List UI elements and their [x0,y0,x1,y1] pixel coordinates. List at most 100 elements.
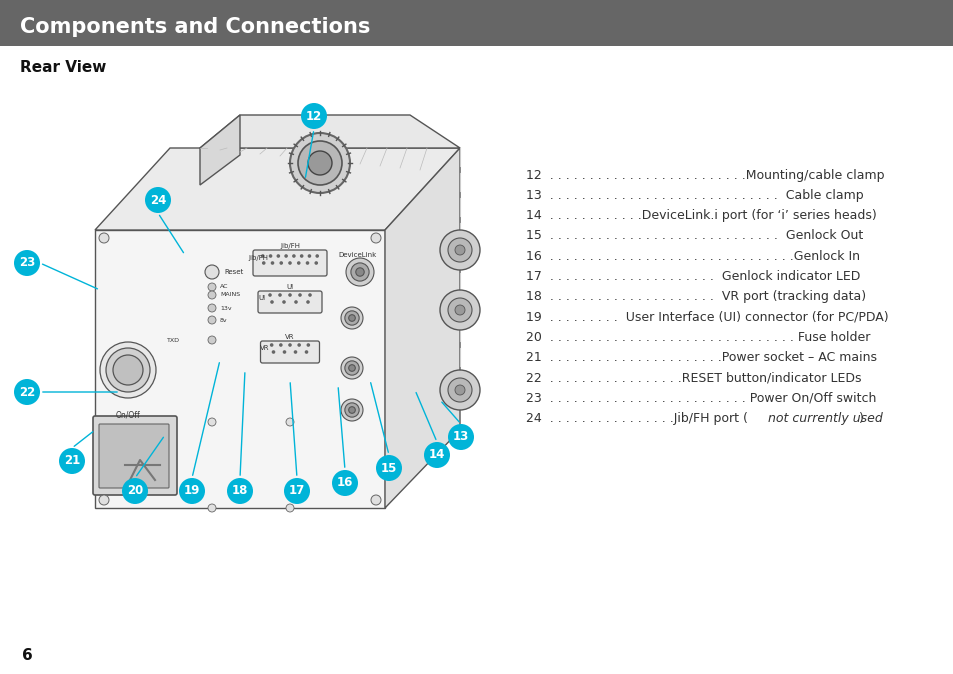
Circle shape [307,254,311,257]
Circle shape [100,342,156,398]
Circle shape [297,343,300,347]
Circle shape [208,316,215,324]
Circle shape [292,254,295,257]
Circle shape [99,495,109,505]
Circle shape [340,399,363,421]
Circle shape [439,370,479,410]
Text: 13v: 13v [220,305,232,311]
Circle shape [344,361,358,375]
Circle shape [269,254,272,257]
Circle shape [284,478,310,504]
Circle shape [99,233,109,243]
Circle shape [276,254,280,257]
Circle shape [371,495,380,505]
Circle shape [306,343,310,347]
Circle shape [439,230,479,270]
Circle shape [271,262,274,265]
Circle shape [208,504,215,512]
Circle shape [306,300,310,304]
Circle shape [346,258,374,286]
Circle shape [272,350,275,354]
Circle shape [284,254,288,257]
Text: 8v: 8v [220,317,228,322]
Circle shape [208,283,215,291]
Text: Jib/FH: Jib/FH [248,255,268,261]
Circle shape [308,151,332,175]
Text: Rear View: Rear View [20,59,107,75]
Text: DeviceLink: DeviceLink [338,252,376,258]
Circle shape [290,133,350,193]
Text: 20: 20 [127,485,143,497]
Text: 24: 24 [150,193,166,206]
Circle shape [112,355,143,385]
Circle shape [314,262,317,265]
Circle shape [227,478,253,504]
Circle shape [261,254,264,257]
Polygon shape [95,148,459,230]
Text: UI: UI [286,284,294,290]
Text: 20  . . . . . . . . . . . . . . . . . . . . . . . . . . . . . . . Fuse holder: 20 . . . . . . . . . . . . . . . . . . .… [525,331,869,344]
Text: VR: VR [285,334,294,340]
Text: 13  . . . . . . . . . . . . . . . . . . . . . . . . . . . . .  Cable clamp: 13 . . . . . . . . . . . . . . . . . . .… [525,189,862,202]
FancyBboxPatch shape [99,424,169,488]
Circle shape [145,187,171,213]
Text: 22: 22 [19,386,35,398]
Circle shape [448,238,472,262]
Circle shape [296,262,300,265]
Circle shape [308,293,312,297]
Text: 21  . . . . . . . . . . . . . . . . . . . . . .Power socket – AC mains: 21 . . . . . . . . . . . . . . . . . . .… [525,351,876,364]
Text: MAINS: MAINS [220,293,240,297]
Polygon shape [385,148,459,508]
Text: 17: 17 [289,485,305,497]
Text: Jib/FH: Jib/FH [280,243,299,249]
Circle shape [351,263,369,281]
Circle shape [270,300,274,304]
Circle shape [294,350,297,354]
Text: not currently used: not currently used [767,412,882,425]
Text: Components and Connections: Components and Connections [20,17,370,37]
Text: 23: 23 [19,257,35,270]
Circle shape [278,343,282,347]
Circle shape [375,455,401,481]
Text: 16: 16 [336,477,353,489]
Circle shape [439,290,479,330]
Circle shape [14,250,40,276]
Text: 13: 13 [453,431,469,443]
FancyBboxPatch shape [260,341,319,363]
Text: TXD: TXD [167,338,180,342]
Circle shape [455,305,464,315]
Circle shape [455,245,464,255]
Text: On/Off: On/Off [115,410,140,419]
Text: 23  . . . . . . . . . . . . . . . . . . . . . . . . . Power On/Off switch: 23 . . . . . . . . . . . . . . . . . . .… [525,392,876,405]
Text: 24  . . . . . . . . . . . . . . . .Jib/FH port (: 24 . . . . . . . . . . . . . . . .Jib/FH… [525,412,747,425]
Circle shape [279,262,283,265]
Polygon shape [95,230,385,508]
Circle shape [301,103,327,129]
Text: 12: 12 [306,109,322,123]
Circle shape [208,336,215,344]
Text: 21: 21 [64,454,80,468]
FancyBboxPatch shape [257,291,322,313]
Text: 18: 18 [232,485,248,497]
Circle shape [315,254,318,257]
Circle shape [208,418,215,426]
Text: 16  . . . . . . . . . . . . . . . . . . . . . . . . . . . . . . .Genlock In: 16 . . . . . . . . . . . . . . . . . . .… [525,249,859,263]
Circle shape [122,478,148,504]
Circle shape [448,378,472,402]
Circle shape [332,470,357,496]
Circle shape [448,424,474,450]
Circle shape [262,262,265,265]
Circle shape [282,350,286,354]
Circle shape [208,304,215,312]
Text: AC: AC [220,284,229,290]
Circle shape [340,357,363,379]
Text: 19: 19 [184,485,200,497]
Circle shape [286,504,294,512]
Circle shape [448,298,472,322]
Text: 19  . . . . . . . . .  User Interface (UI) connector (for PC/PDA): 19 . . . . . . . . . User Interface (UI)… [525,311,887,324]
Text: Reset: Reset [224,269,243,275]
Circle shape [297,141,341,185]
Circle shape [349,315,355,321]
Circle shape [288,343,292,347]
Circle shape [371,233,380,243]
